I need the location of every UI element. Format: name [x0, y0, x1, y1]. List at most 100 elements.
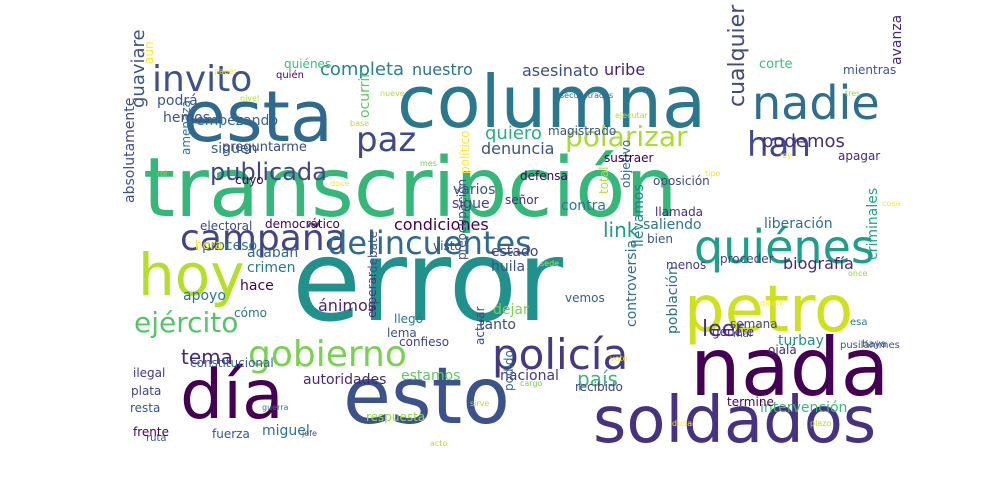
cloud-word: podido — [502, 350, 516, 391]
cloud-word: doce — [330, 179, 350, 188]
cloud-word: hace — [240, 278, 274, 294]
cloud-word: podemos — [762, 131, 845, 152]
cloud-word: quiénes — [694, 220, 875, 274]
cloud-word: cargo — [520, 379, 543, 388]
cloud-word: visto — [433, 239, 462, 253]
cloud-word: sigue — [452, 196, 490, 212]
cloud-word: magistrado — [548, 124, 617, 138]
cloud-word: vemos — [565, 291, 605, 305]
cloud-word: llevamos — [631, 184, 647, 247]
cloud-word: ley — [780, 151, 792, 160]
cloud-word: polarizar — [565, 120, 688, 153]
cloud-word: error — [292, 217, 564, 347]
cloud-word: estamos — [401, 368, 461, 384]
cloud-word: once — [848, 269, 868, 278]
cloud-word: apoyo — [183, 288, 226, 304]
cloud-word: contra — [561, 198, 606, 214]
cloud-word: llamada — [655, 205, 704, 219]
cloud-word: recibido — [575, 380, 623, 394]
cloud-word: señor — [505, 193, 539, 207]
cloud-word: fuerza — [212, 427, 250, 441]
cloud-word: quiero — [485, 123, 542, 144]
cloud-word: cuyo — [235, 173, 264, 187]
cloud-word: controversia — [624, 239, 640, 327]
cloud-word: apagar — [838, 149, 881, 163]
cloud-word: defensa — [520, 169, 568, 183]
cloud-word: respuesta — [366, 410, 426, 424]
cloud-word: hemos — [163, 110, 210, 126]
cloud-word: tres — [845, 89, 861, 98]
cloud-word: leer — [702, 317, 745, 342]
cloud-word: han — [747, 125, 811, 165]
cloud-word: esto — [343, 352, 510, 442]
cloud-word: sede — [540, 259, 560, 268]
cloud-word: uribe — [604, 60, 646, 79]
cloud-word: completa — [320, 59, 405, 80]
cloud-word: plata — [131, 384, 162, 398]
cloud-word: lema — [387, 326, 417, 340]
cloud-word: país — [577, 367, 618, 391]
cloud-word: dejar — [493, 302, 529, 318]
cloud-word: frente — [133, 425, 169, 439]
cloud-word: policía — [492, 330, 629, 379]
cloud-word: confieso — [399, 335, 450, 349]
cloud-word: actuar — [473, 306, 487, 345]
cloud-word: dicen — [760, 299, 782, 308]
cloud-word: oposición — [653, 174, 710, 188]
cloud-word: estado — [491, 244, 539, 260]
cloud-word: termine — [727, 395, 774, 409]
cloud-word: electoral — [200, 219, 253, 233]
cloud-word: proceso — [202, 238, 258, 254]
cloud-word: paz — [356, 120, 417, 160]
cloud-word: miguel — [262, 423, 310, 439]
cloud-word: asesinato — [522, 61, 599, 80]
cloud-word: huila — [491, 259, 526, 275]
cloud-word: ruta — [146, 433, 167, 444]
cloud-word: intervención — [760, 400, 848, 416]
cloud-word: biografía — [783, 254, 854, 273]
cloud-word: publicada — [210, 158, 327, 186]
cloud-word: jefe — [302, 429, 317, 438]
cloud-word: columna — [397, 60, 707, 144]
cloud-word: avanza — [889, 14, 905, 65]
cloud-word: cualquier — [725, 4, 750, 107]
cloud-word: preguntarme — [222, 140, 307, 155]
cloud-word: pusilánimes — [840, 340, 900, 351]
cloud-word: corte — [759, 57, 793, 72]
cloud-word: gobierno — [248, 334, 407, 375]
cloud-word: mientras — [843, 63, 897, 77]
cloud-word: plazo — [810, 419, 832, 428]
cloud-word: quiénes — [284, 57, 332, 71]
cloud-word: ocurrir — [357, 71, 373, 118]
cloud-word: hoy — [138, 241, 245, 309]
cloud-word: ejército — [134, 306, 239, 339]
cloud-word: acto — [430, 439, 448, 448]
cloud-word: día — [180, 356, 284, 435]
cloud-word: semana — [730, 317, 778, 331]
cloud-word: nivel — [240, 94, 260, 103]
cloud-word: liberación — [764, 216, 833, 232]
cloud-word: haya — [862, 339, 887, 350]
cloud-word: tipo — [705, 169, 721, 178]
cloud-word: aún — [142, 41, 156, 64]
cloud-word: esa — [850, 317, 868, 328]
cloud-word: sustraer — [604, 151, 654, 165]
cloud-word: nuestro — [412, 60, 473, 79]
cloud-word: nada — [690, 321, 890, 414]
cloud-word: llegó — [394, 312, 424, 326]
cloud-word: acaban — [247, 245, 299, 261]
cloud-word: secuestrados — [560, 91, 614, 100]
cloud-word: genere — [712, 325, 755, 339]
cloud-word: crimen — [247, 260, 296, 276]
cloud-word: cosa — [882, 199, 901, 208]
cloud-word: bien — [647, 232, 673, 246]
cloud-word: cómo — [234, 306, 267, 320]
cloud-word: empezando — [196, 113, 279, 129]
cloud-word: resta — [130, 401, 161, 415]
cloud-word: ejecutar — [615, 111, 648, 120]
cloud-word: soldados — [593, 384, 877, 458]
cloud-word: sirve — [470, 399, 490, 408]
cloud-word: constitucional — [190, 356, 274, 370]
cloud-word: denuncia — [481, 139, 555, 158]
cloud-word: democrático — [265, 217, 340, 231]
